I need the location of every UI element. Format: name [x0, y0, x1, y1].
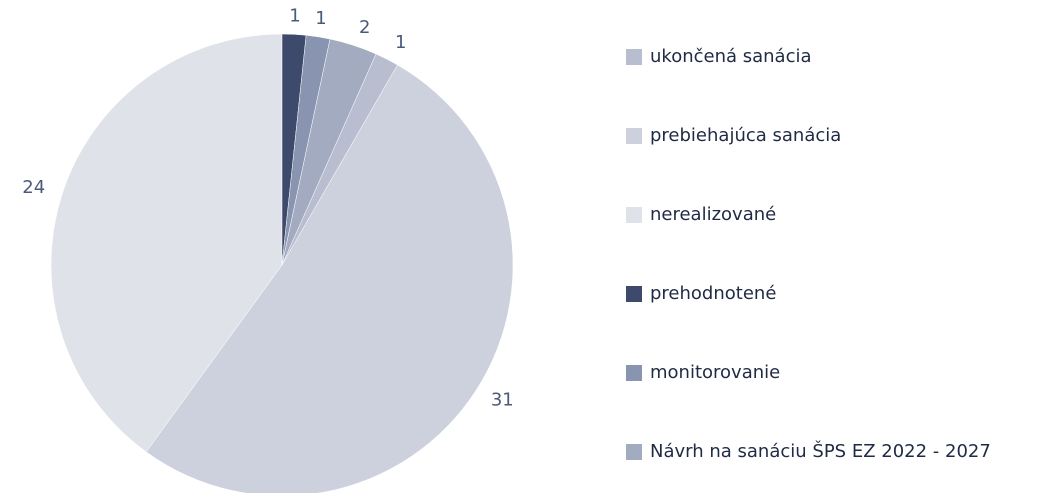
pie-slice — [281, 38, 377, 266]
legend-swatch — [626, 207, 642, 223]
data-label: 1 — [289, 5, 300, 26]
legend-label: prebiehajúca sanácia — [650, 125, 841, 146]
data-label: 1 — [315, 8, 326, 29]
legend-label: prehodnotené — [650, 283, 776, 304]
data-label: 31 — [491, 390, 514, 411]
legend-swatch — [626, 444, 642, 460]
legend-label: Návrh na sanáciu ŠPS EZ 2022 - 2027 — [650, 440, 991, 462]
legend-label: monitorovanie — [650, 362, 780, 383]
legend-swatch — [626, 286, 642, 302]
legend-swatch — [626, 49, 642, 65]
data-label: 1 — [395, 32, 406, 53]
legend-label: nerealizované — [650, 204, 776, 225]
legend-swatch — [626, 365, 642, 381]
pie-slice — [50, 33, 283, 453]
legend-label: ukončená sanácia — [650, 46, 812, 67]
data-label: 24 — [22, 177, 45, 198]
data-label: 2 — [359, 17, 370, 38]
legend-swatch — [626, 128, 642, 144]
